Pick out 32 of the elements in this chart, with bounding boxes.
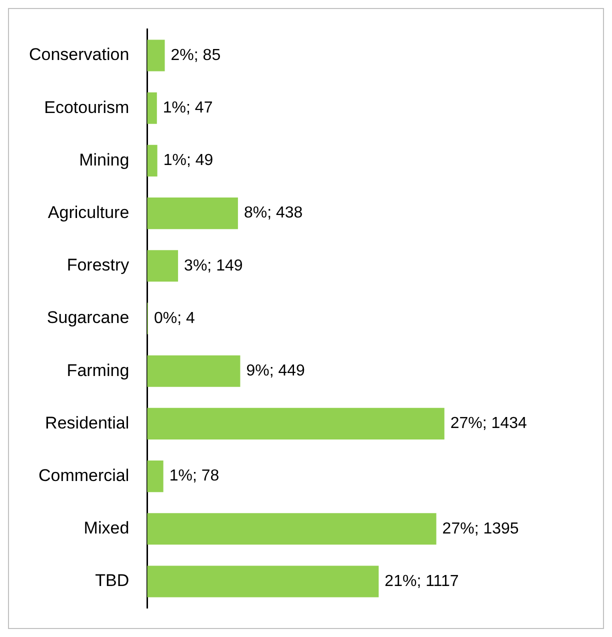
data-label: 0%; 4 [154,310,196,327]
y-tick-label: TBD [95,571,130,590]
y-tick-label: Ecotourism [44,98,130,117]
y-tick-label: Residential [45,413,130,432]
y-tick-label: Forestry [66,256,130,275]
y-tick-label: Mixed [84,518,130,538]
data-label: 21%; 1117 [384,572,459,590]
bar [147,460,164,492]
y-tick-label: Commercial [38,466,130,485]
data-label: 27%; 1395 [442,520,519,538]
data-label: 1%; 47 [162,100,213,117]
data-label: 1%; 49 [163,152,214,170]
data-label: 2%; 85 [170,46,221,64]
bar [147,566,379,598]
bar [147,408,444,440]
y-tick-label: Sugarcane [46,308,130,328]
bar [147,513,436,545]
bar [147,92,157,124]
data-label: 8%; 438 [244,204,303,222]
data-label: 9%; 449 [246,362,306,380]
y-tick-label: Agriculture [48,202,130,222]
bar [147,250,178,282]
y-tick-label: Farming [66,360,130,380]
data-label: 3%; 149 [184,257,243,274]
data-label: 27%; 1434 [450,415,527,432]
bar [147,198,238,230]
bar [147,40,165,72]
data-label: 1%; 78 [169,468,220,485]
bar [147,355,240,387]
bar [147,144,158,176]
y-tick-label: Conservation [28,45,130,64]
y-tick-label: Mining [79,150,130,170]
